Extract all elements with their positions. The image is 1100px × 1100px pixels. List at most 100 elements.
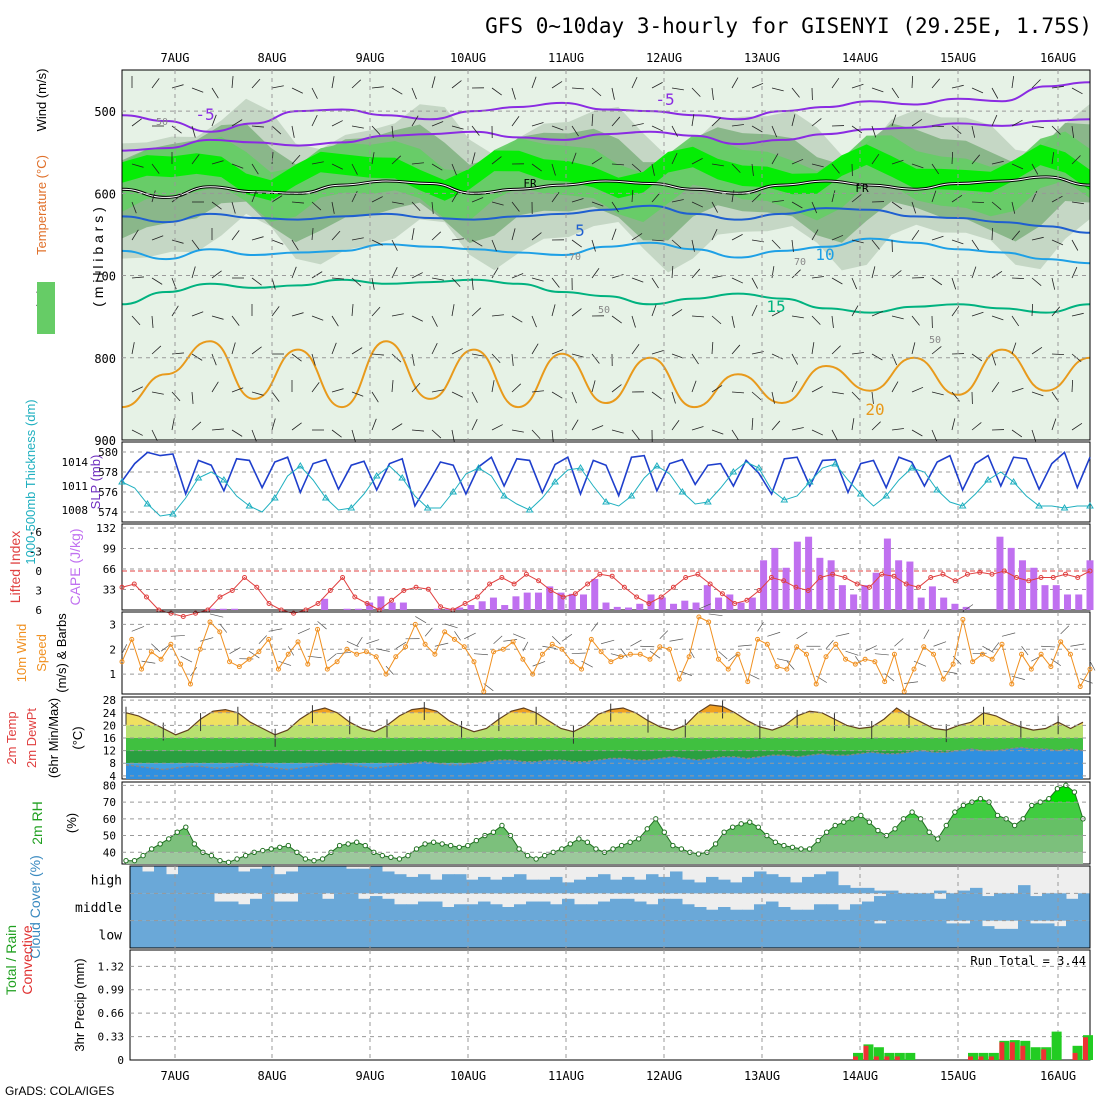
precip-convective-bar [1072, 1052, 1078, 1060]
wind-barb [171, 391, 181, 402]
lifted-index-point [866, 584, 872, 590]
cloud-cell-middle [982, 896, 995, 921]
rh-point [242, 852, 249, 859]
rh-point [533, 856, 539, 862]
wind-barb [411, 382, 421, 393]
wind-speed-point [755, 636, 761, 642]
cloud-cell-high [754, 871, 767, 894]
cloud-cell-middle [706, 909, 719, 921]
wind-barb [871, 87, 884, 93]
wind-barb [531, 429, 541, 440]
surface-wind-barb [777, 658, 791, 662]
wind-barb [431, 76, 436, 89]
wind-speed-point [989, 656, 995, 662]
precip-convective-bar [894, 1056, 900, 1060]
rh-band-1 [126, 802, 1083, 819]
thickness-marker [805, 478, 814, 485]
cloud-cell-middle [394, 904, 407, 921]
wind-barb [331, 342, 337, 355]
wind-barb [351, 277, 362, 287]
series-thickness [121, 461, 1090, 517]
wind-barb [551, 304, 556, 317]
surface-wind-barb [219, 623, 228, 633]
cape-bar [501, 605, 509, 610]
rh-point [524, 852, 531, 859]
wind-speed-point [735, 651, 741, 657]
rh-point [302, 856, 309, 862]
wind-speed-point [862, 656, 868, 662]
cloud-cell-low [394, 920, 407, 948]
cape-bar [940, 597, 948, 610]
precip-tick-0.99: 0.99 [98, 984, 125, 997]
wind-barb [391, 87, 403, 95]
rh-point [858, 812, 864, 819]
surface-wind-barb [532, 661, 546, 667]
wind-barb [931, 391, 944, 396]
precip-total-bar [1051, 1031, 1062, 1060]
rh-point [234, 856, 240, 862]
wind-barb [931, 125, 945, 128]
cloud-cell-high [214, 866, 227, 894]
cloud-cell-low [898, 920, 911, 948]
cloud-cell-middle [718, 907, 731, 921]
wind-speed-point [833, 641, 839, 647]
cloud-cell-middle [610, 898, 623, 921]
rh-point [721, 829, 727, 835]
wind-speed-point [931, 651, 937, 657]
thickness-marker [143, 500, 152, 507]
wind-speed-point [745, 679, 751, 685]
wind-barb [651, 163, 655, 176]
thickness-axis-label: 1000-500mb Thickness (dm) [23, 399, 38, 564]
cloud-cell-low [298, 920, 311, 948]
wind-barb [711, 163, 724, 167]
cloud-cell-low [1054, 926, 1067, 948]
rh-point [268, 846, 274, 852]
wind-barb [891, 114, 897, 127]
wind-barb [631, 429, 640, 440]
wind-barb [1031, 277, 1042, 287]
cloud-cell-low [1066, 920, 1079, 948]
precip-tick-1.32: 1.32 [98, 960, 125, 973]
wind-barb [231, 201, 236, 214]
wind-barb [211, 270, 222, 279]
wind-barb [271, 239, 284, 245]
wind-barb [691, 353, 699, 365]
surface-wind-barb [434, 642, 449, 647]
date-label-top-14AUG: 14AUG [842, 51, 878, 65]
date-label-bottom-11AUG: 11AUG [548, 1069, 584, 1083]
cloud-cell-middle [946, 893, 959, 921]
wind-barb [571, 239, 582, 248]
cloud-cell-low [250, 920, 263, 948]
cape-tick-99: 99 [103, 543, 116, 556]
wind-barb [671, 239, 682, 249]
cloud-cell-low [1030, 923, 1043, 948]
wind-barb [391, 125, 394, 138]
wind-barb [1031, 79, 1041, 89]
wind-barb [711, 315, 722, 325]
wind-barb [871, 391, 874, 404]
wind-barb [691, 201, 704, 208]
cloud-cell-low [814, 920, 827, 948]
wind-barb [291, 201, 304, 204]
cloud-cell-high [226, 866, 239, 894]
cloud-cell-low [982, 926, 995, 948]
wind-barb [531, 390, 544, 393]
wind-speed-point [647, 656, 653, 662]
wind-barb [711, 117, 721, 127]
rh-point [900, 816, 907, 822]
wind-barb [771, 420, 781, 431]
precip-total-bar [873, 1047, 884, 1060]
temp-band-3 [126, 738, 1083, 751]
wind-barb [431, 389, 444, 393]
date-label-bottom-8AUG: 8AUG [258, 1069, 287, 1083]
cloud-cell-middle [1006, 893, 1019, 921]
lifted-index-point [389, 597, 395, 603]
temp-tick-20: 20 [103, 719, 116, 732]
pressure-tick-700: 700 [94, 270, 116, 284]
wind-barb [911, 75, 914, 89]
lifted-index-label: Lifted Index [7, 531, 23, 603]
cloud-cell-high [838, 885, 851, 894]
wind-barb [551, 125, 564, 131]
thickness-tick-576: 576 [98, 486, 118, 499]
